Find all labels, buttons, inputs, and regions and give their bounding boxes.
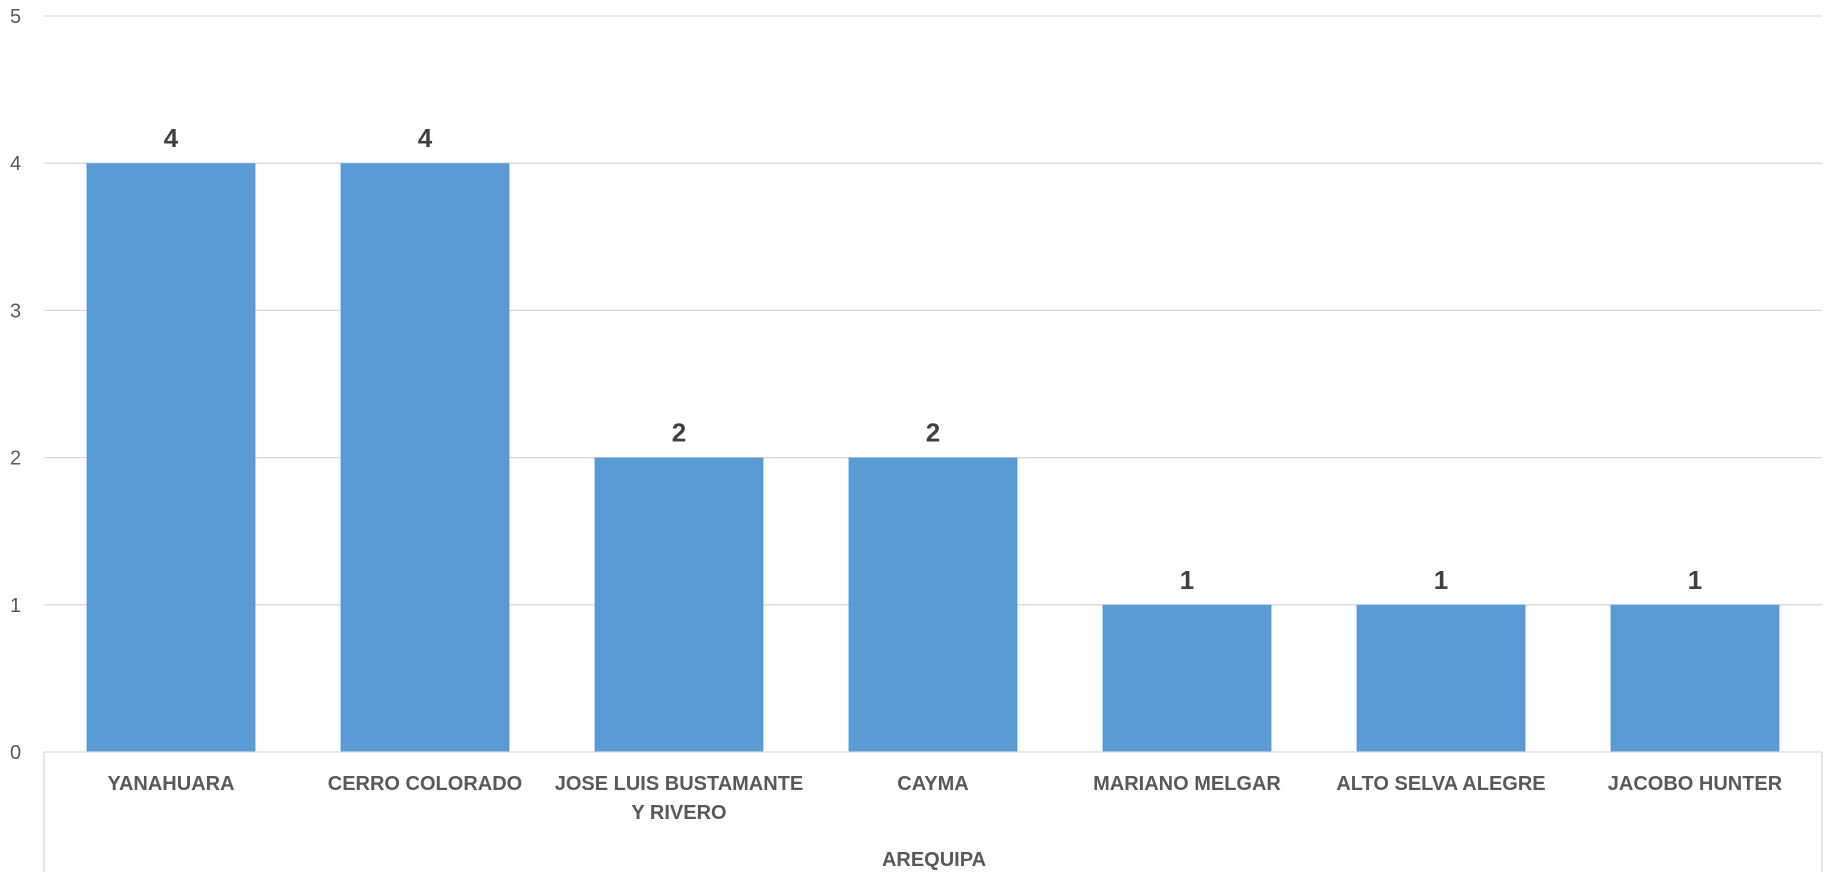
bar [1610, 604, 1780, 752]
y-tick-label: 0 [10, 742, 21, 764]
y-tick-label: 4 [10, 153, 21, 175]
data-label: 1 [1434, 565, 1448, 595]
y-tick-label: 2 [10, 448, 21, 470]
data-label: 2 [672, 418, 686, 448]
category-label: Y RIVERO [631, 802, 726, 824]
data-label: 4 [418, 123, 433, 153]
group-label: AREQUIPA [882, 849, 986, 871]
data-label: 2 [926, 418, 940, 448]
y-tick-label: 3 [10, 300, 21, 322]
data-label: 1 [1180, 565, 1194, 595]
bar [594, 457, 764, 752]
category-label: MARIANO MELGAR [1093, 773, 1281, 795]
category-label: JOSE LUIS BUSTAMANTE [555, 773, 804, 795]
bar [340, 163, 510, 752]
category-label: YANAHUARA [107, 773, 234, 795]
data-label: 4 [164, 123, 179, 153]
x-axis [43, 751, 1823, 872]
bars [86, 163, 1780, 752]
group-axis: AREQUIPA [882, 849, 986, 871]
bar [848, 457, 1018, 752]
y-tick-label: 5 [10, 6, 21, 28]
category-labels: YANAHUARA CERRO COLORADO JOSE LUIS BUSTAMA… [107, 773, 1782, 824]
category-label: CAYMA [897, 773, 969, 795]
category-label: ALTO SELVA ALEGRE [1336, 773, 1545, 795]
category-label: CERRO COLORADO [328, 773, 522, 795]
data-label: 1 [1688, 565, 1702, 595]
bar [1356, 604, 1526, 752]
data-labels: 4 4 2 2 1 1 1 [164, 123, 1702, 595]
bar [1102, 604, 1272, 752]
bar [86, 163, 256, 752]
y-axis-tick-labels: 0 1 2 3 4 5 [10, 6, 21, 764]
y-tick-label: 1 [10, 595, 21, 617]
gridlines [44, 15, 1822, 606]
category-label: JACOBO HUNTER [1608, 773, 1783, 795]
